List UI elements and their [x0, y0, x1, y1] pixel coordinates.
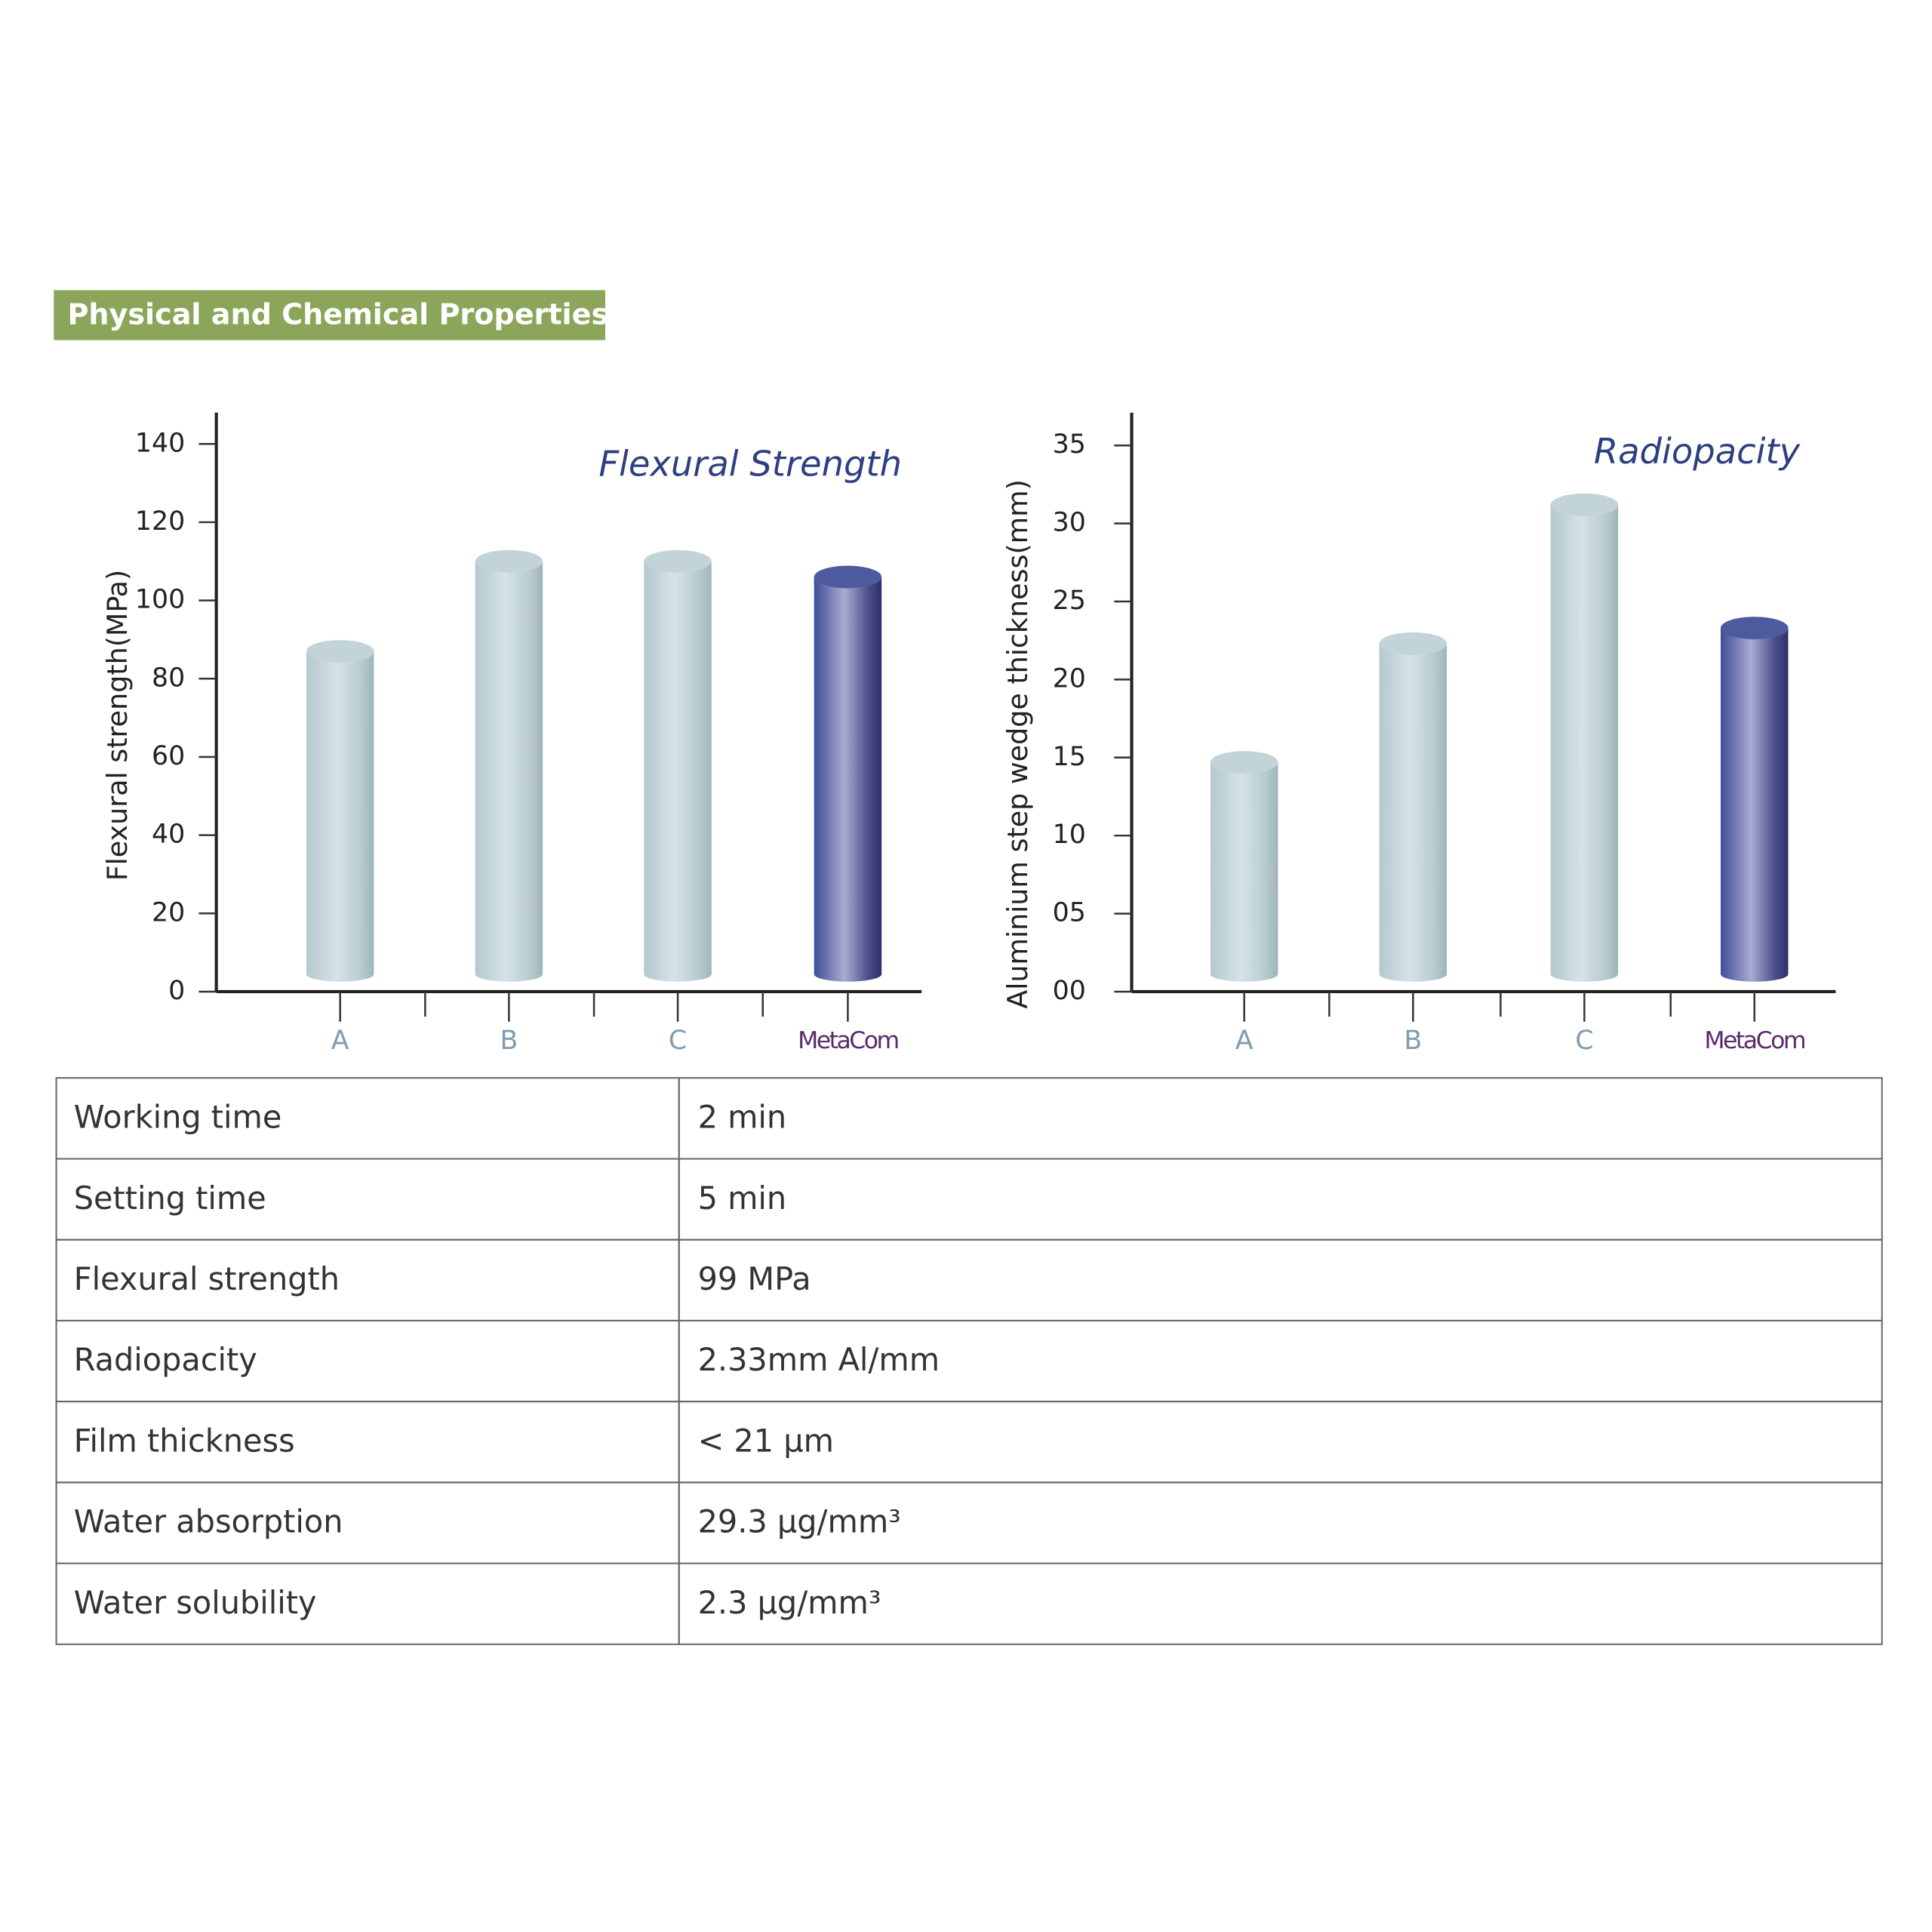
- table-cell: [678, 1562, 1883, 1645]
- property-value: 99 MPa: [698, 1261, 811, 1297]
- x-tick-label: MetaCom: [1704, 1027, 1804, 1054]
- bar: [1720, 628, 1789, 974]
- y-tick-label: 05: [1053, 898, 1086, 928]
- table-cell: [678, 1077, 1883, 1160]
- y-tick-label: 30: [1053, 508, 1086, 538]
- chart-title: Radiopacity: [1594, 431, 1801, 472]
- property-value: 5 min: [698, 1180, 787, 1217]
- y-tick-label: 15: [1053, 742, 1086, 772]
- y-tick-label: 140: [135, 428, 185, 458]
- y-tick-label: 60: [152, 741, 185, 771]
- property-name: Film thickness: [74, 1423, 295, 1459]
- property-name: Water absorption: [74, 1504, 343, 1540]
- bar: [644, 561, 712, 974]
- bar: [1210, 761, 1278, 974]
- x-tick-label: A: [331, 1026, 349, 1056]
- bar-cap: [1210, 751, 1278, 774]
- table-cell: [678, 1238, 1883, 1321]
- property-name: Water solubility: [74, 1585, 317, 1621]
- y-tick-label: 20: [152, 897, 185, 928]
- bar: [306, 651, 374, 974]
- x-tick-label: C: [1575, 1026, 1593, 1056]
- table-cell: [678, 1158, 1883, 1241]
- property-name: Working time: [74, 1100, 282, 1136]
- bar: [814, 577, 882, 974]
- header-title: Physical and Chemical Properties: [67, 298, 608, 331]
- property-value: < 21 μm: [698, 1423, 834, 1459]
- property-name: Flexural strength: [74, 1261, 340, 1297]
- bar-cap: [644, 549, 712, 573]
- y-tick-label: 25: [1053, 586, 1086, 616]
- property-name: Radiopacity: [74, 1342, 257, 1378]
- property-value: 2.3 μg/mm³: [698, 1585, 881, 1621]
- y-tick-label: 00: [1053, 976, 1086, 1006]
- y-tick-label: 20: [1053, 663, 1086, 694]
- bar-cap: [306, 640, 374, 663]
- table-cell: [678, 1401, 1883, 1484]
- x-tick-label: C: [669, 1026, 687, 1056]
- property-value: 2.33mm Al/mm: [698, 1342, 940, 1378]
- bar-cap: [1379, 632, 1447, 655]
- bar-cap: [814, 565, 882, 589]
- y-tick-label: 10: [1053, 820, 1086, 850]
- chart-title: Flexural Strength: [598, 444, 902, 485]
- y-axis-label: Aluminium step wedge thickness(mm): [1001, 479, 1034, 1009]
- property-value: 29.3 μg/mm³: [698, 1504, 901, 1540]
- x-tick-label: B: [500, 1026, 518, 1056]
- y-tick-label: 80: [152, 663, 185, 693]
- y-axis-label: Flexural strength(MPa): [101, 570, 134, 881]
- y-tick-label: 35: [1053, 429, 1086, 460]
- bar: [1550, 504, 1619, 974]
- bar: [475, 561, 543, 974]
- bar-cap: [1720, 617, 1789, 640]
- header-box: [54, 290, 605, 340]
- y-tick-label: 0: [168, 976, 185, 1006]
- bar-cap: [475, 549, 543, 573]
- property-name: Setting time: [74, 1180, 266, 1217]
- x-tick-label: A: [1235, 1026, 1254, 1056]
- y-tick-label: 100: [135, 585, 185, 615]
- bar-cap: [1550, 493, 1619, 516]
- y-tick-label: 120: [135, 506, 185, 537]
- bar: [1379, 643, 1447, 974]
- y-tick-label: 40: [152, 820, 185, 850]
- property-value: 2 min: [698, 1100, 787, 1136]
- x-tick-label: B: [1404, 1026, 1422, 1056]
- x-tick-label: MetaCom: [798, 1027, 898, 1054]
